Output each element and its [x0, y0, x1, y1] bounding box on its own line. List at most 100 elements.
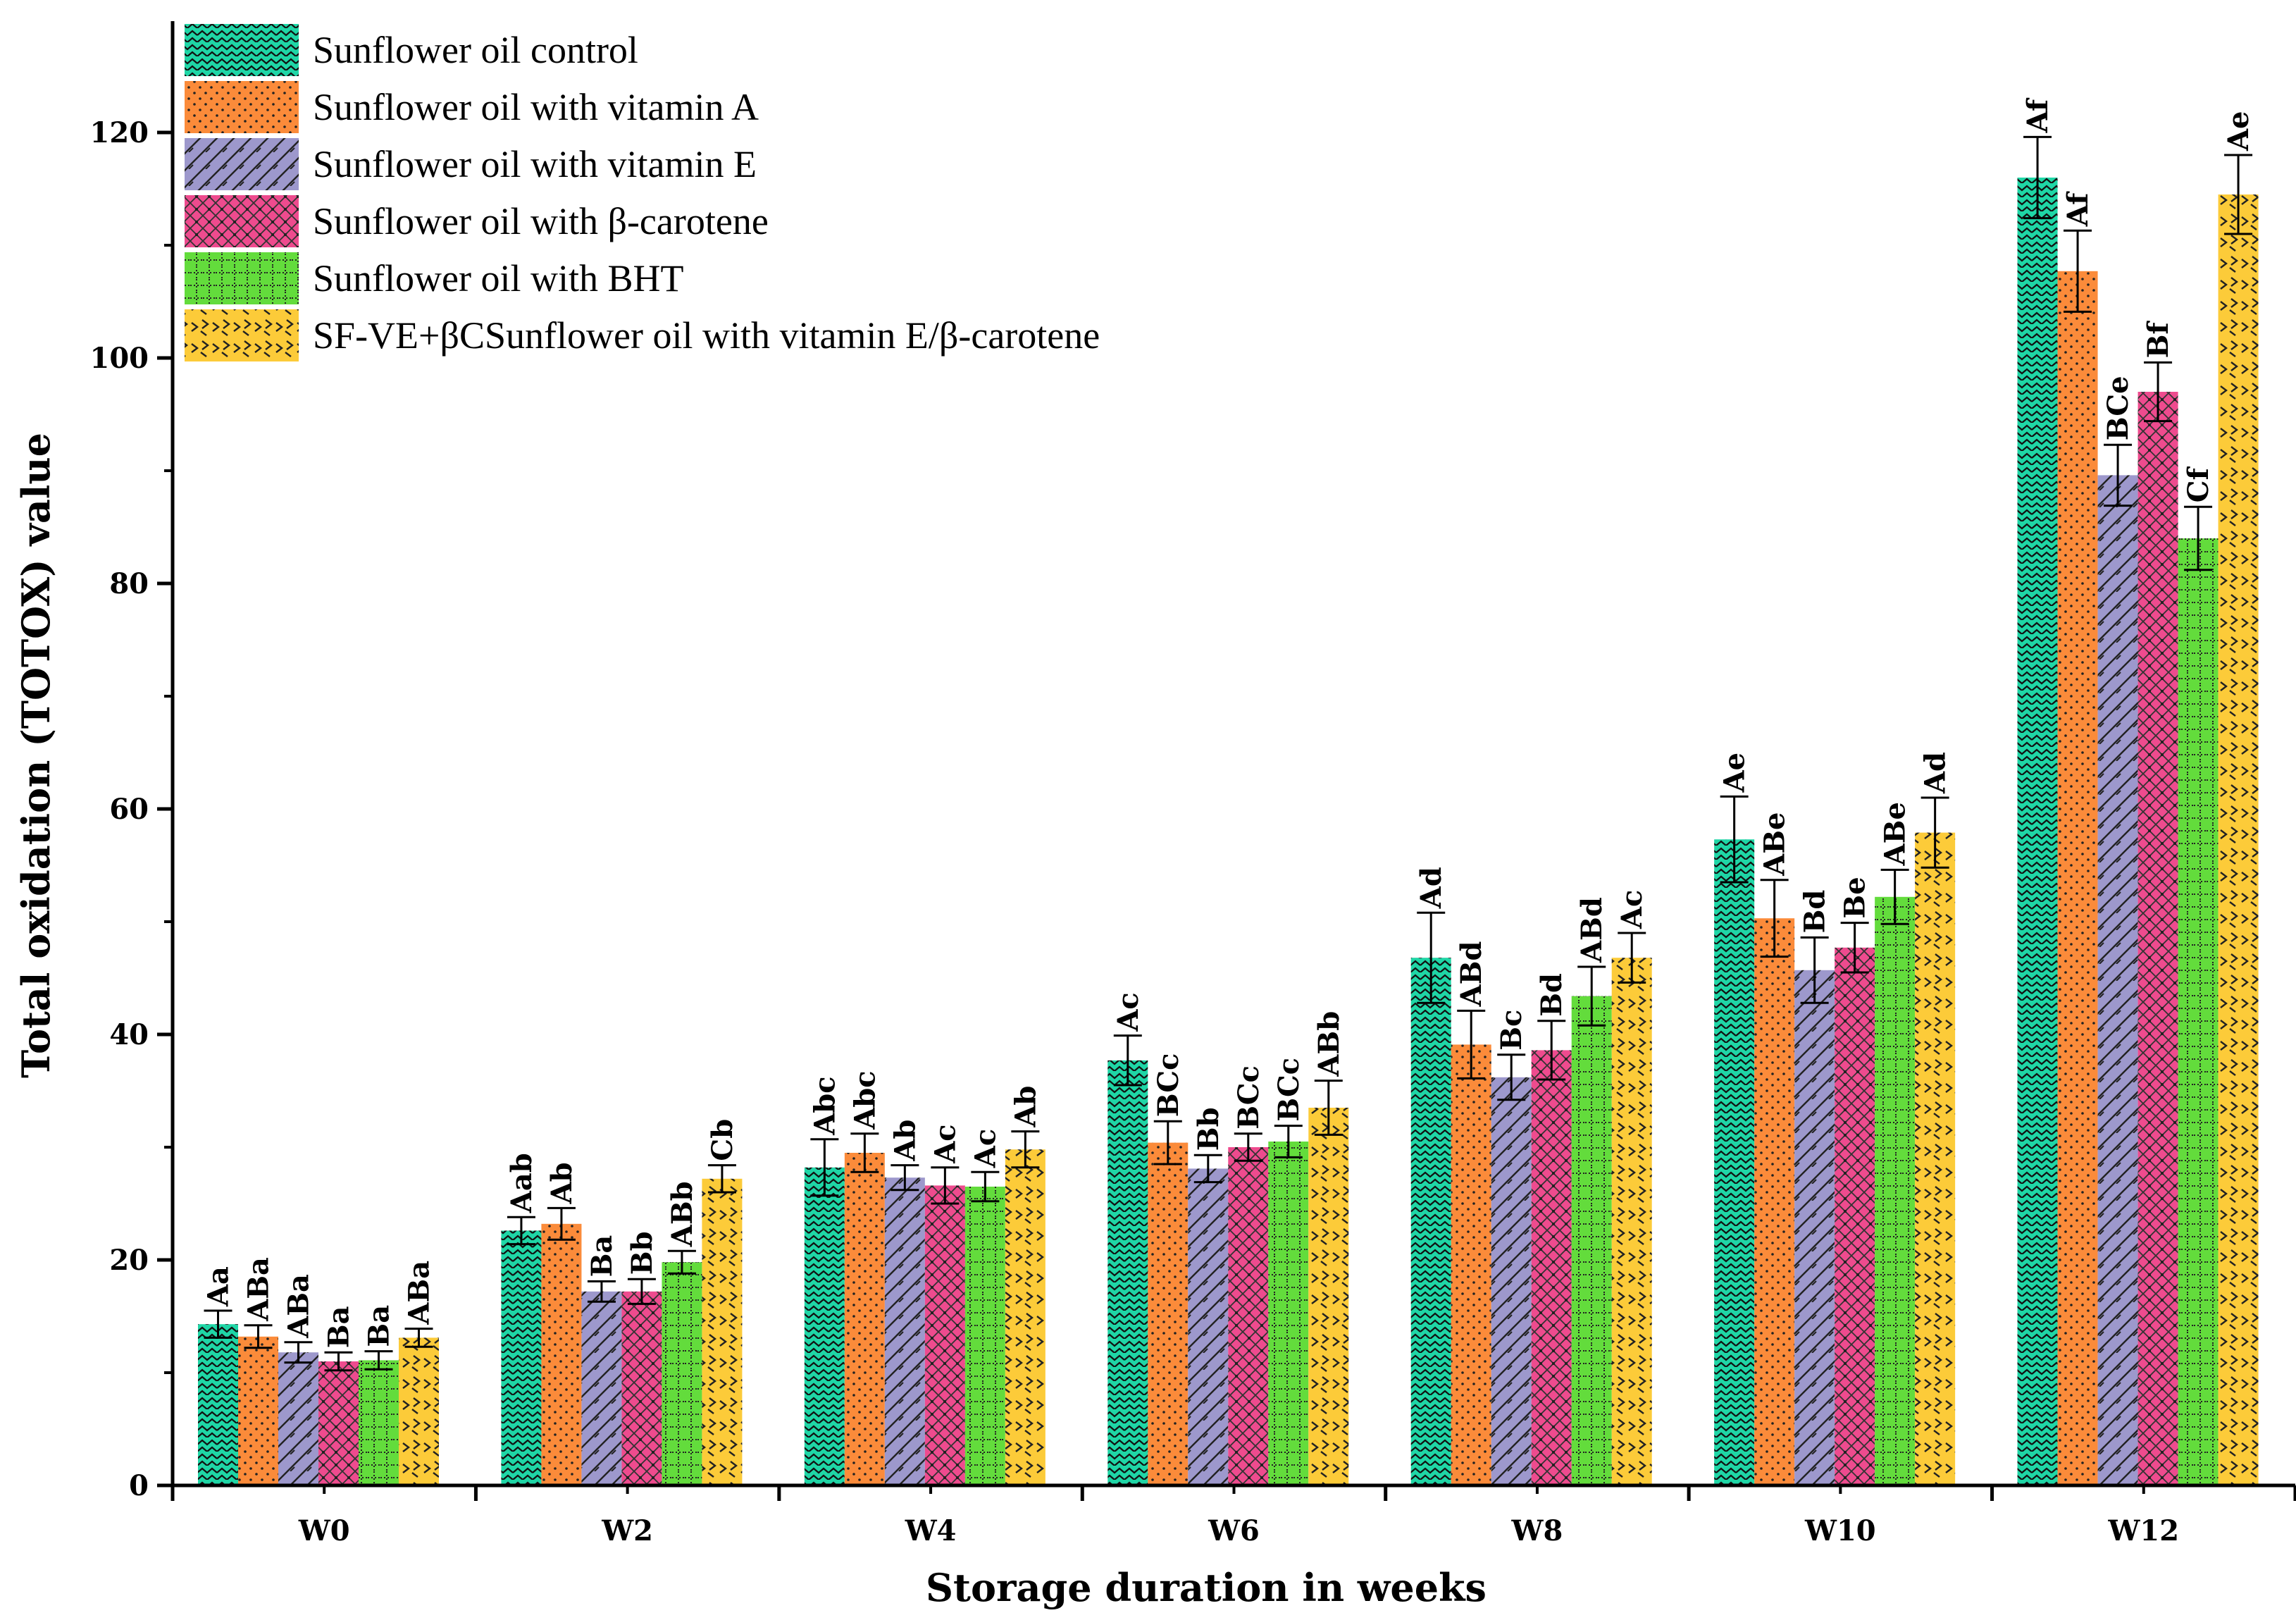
significance-label: Ae: [2222, 111, 2255, 152]
legend-swatch: [185, 252, 299, 304]
legend-swatch: [185, 309, 299, 361]
legend-swatch: [185, 195, 299, 247]
significance-label: Ac: [1112, 992, 1145, 1032]
significance-label: ABa: [403, 1261, 436, 1325]
significance-label: Ac: [1615, 890, 1649, 929]
bar: [1531, 1050, 1572, 1485]
bar: [2218, 194, 2259, 1485]
significance-label: ABe: [1879, 802, 1912, 866]
significance-label: ABa: [242, 1257, 275, 1322]
legend-label: SF-VE+βCSunflower oil with vitamin E/β-c…: [313, 314, 1100, 357]
legend-swatch: [185, 138, 299, 190]
bar: [501, 1230, 542, 1485]
bar: [1611, 958, 1652, 1485]
bar: [1228, 1147, 1269, 1485]
bar: [1148, 1142, 1189, 1485]
legend-label: Sunflower oil with BHT: [313, 257, 683, 299]
x-tick-label: W4: [905, 1514, 957, 1547]
significance-label: Bc: [1495, 1010, 1528, 1051]
bar: [702, 1178, 743, 1485]
bar: [318, 1361, 359, 1485]
bar: [1875, 896, 1916, 1485]
bar: [1107, 1060, 1148, 1485]
significance-label: ABd: [1575, 897, 1608, 963]
bar: [541, 1223, 582, 1485]
bar: [359, 1360, 399, 1485]
significance-label: Abc: [848, 1070, 881, 1130]
y-tick-label: 0: [129, 1469, 149, 1502]
bars-layer: [198, 178, 2259, 1485]
x-tick-label: W0: [298, 1514, 350, 1547]
significance-label: Ac: [929, 1124, 962, 1163]
significance-label: Ab: [888, 1120, 921, 1162]
bar: [399, 1337, 439, 1485]
bar: [2097, 475, 2138, 1485]
significance-label: BCc: [1232, 1065, 1265, 1130]
bar: [2137, 392, 2178, 1485]
bar: [1835, 947, 1875, 1485]
y-tick-label: 20: [109, 1244, 149, 1277]
x-tick-label: W8: [1511, 1514, 1563, 1547]
bar: [278, 1352, 318, 1485]
significance-label: Ba: [585, 1235, 619, 1278]
legend: Sunflower oil control Sunflower oil with …: [185, 24, 1100, 361]
significance-label: Bd: [1535, 973, 1568, 1017]
axes-layer: Total oxidation (TOTOX) value Storage du…: [13, 21, 2295, 1610]
legend-label: Sunflower oil with β-carotene: [313, 200, 769, 242]
bar: [1571, 996, 1612, 1485]
bar: [1794, 970, 1835, 1485]
significance-label: Ad: [1919, 752, 1952, 794]
significance-label: Ba: [323, 1306, 356, 1348]
significance-label: BCc: [1272, 1058, 1305, 1122]
x-axis-title: Storage duration in weeks: [926, 1565, 1487, 1610]
legend-swatch: [185, 24, 299, 76]
y-axis-title: Total oxidation (TOTOX) value: [13, 433, 58, 1078]
significance-label: Ad: [1415, 867, 1448, 909]
significance-label: BCc: [1152, 1053, 1185, 1117]
bar: [1491, 1077, 1532, 1485]
significance-label: Ab: [545, 1162, 578, 1204]
bar: [1268, 1142, 1309, 1485]
bar: [844, 1153, 885, 1485]
legend-label: Sunflower oil with vitamin A: [313, 86, 759, 128]
significance-label: ABa: [283, 1274, 316, 1339]
x-tick-label: W10: [1804, 1514, 1876, 1547]
significance-label: Af: [2021, 97, 2054, 133]
bar: [238, 1336, 278, 1485]
bar: [1714, 839, 1755, 1485]
bar: [2057, 271, 2098, 1485]
x-tick-label: W6: [1208, 1514, 1260, 1547]
y-tick-label: 60: [109, 793, 149, 826]
error-bars-layer: [204, 135, 2253, 1372]
bar: [1188, 1168, 1229, 1485]
bar: [804, 1167, 845, 1485]
bar: [964, 1187, 1005, 1485]
significance-label: Ba: [363, 1305, 396, 1347]
significance-label: Ab: [1009, 1086, 1042, 1128]
significance-label: BCe: [2102, 376, 2135, 440]
significance-label: Ac: [969, 1129, 1002, 1168]
significance-label: Aa: [202, 1266, 235, 1307]
bar: [198, 1324, 238, 1485]
bar: [1754, 918, 1795, 1485]
significance-label: Bf: [2142, 321, 2175, 359]
bar: [2017, 178, 2058, 1485]
bar: [621, 1291, 662, 1485]
significance-label: Ae: [1718, 753, 1751, 793]
bar: [1451, 1044, 1491, 1485]
significance-label: ABb: [1313, 1011, 1346, 1077]
significance-label: Aab: [505, 1153, 538, 1213]
significance-label: Bb: [626, 1231, 659, 1275]
legend-swatch: [185, 81, 299, 133]
bar: [1410, 958, 1451, 1485]
significance-label: ABd: [1455, 941, 1488, 1008]
bar: [1308, 1108, 1349, 1485]
significance-label: Be: [1839, 877, 1872, 918]
legend-label: Sunflower oil control: [313, 29, 638, 71]
y-tick-label: 100: [90, 342, 149, 375]
significance-label: Cf: [2182, 466, 2215, 502]
significance-label: Cb: [706, 1119, 739, 1161]
legend-label: Sunflower oil with vitamin E: [313, 143, 757, 185]
